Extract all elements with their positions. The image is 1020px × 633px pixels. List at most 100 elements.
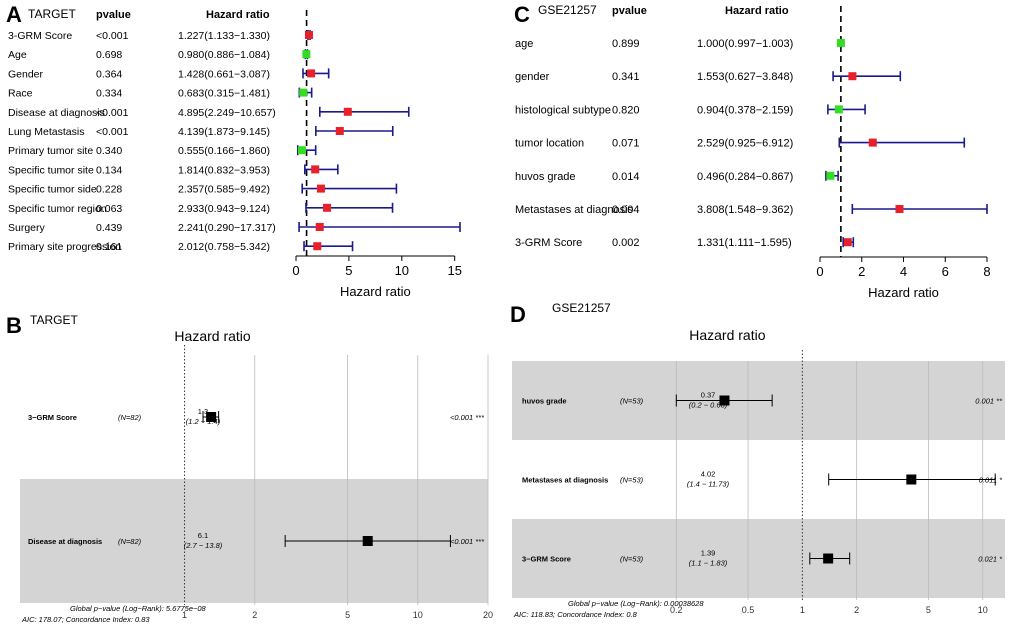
row-pvalue: 0.161	[96, 241, 122, 253]
hr-marker	[906, 474, 917, 485]
row-pvalue: 0.002	[612, 237, 640, 249]
x-tick-label: 5	[345, 263, 352, 278]
row-hr-value: 6.1	[198, 531, 208, 540]
row-pvalue: 0.341	[612, 71, 640, 83]
pvalue-header: pvalue	[96, 9, 131, 21]
row-pvalue: 0.063	[96, 203, 122, 215]
row-pvalue: 0.698	[96, 49, 122, 61]
x-tick-label: 1	[800, 605, 805, 615]
row-label: Primary tumor site	[8, 145, 93, 157]
row-pvalue: 0.439	[96, 222, 122, 234]
row-label: 3−GRM Score	[522, 555, 571, 564]
hr-marker	[302, 50, 311, 59]
row-label: 3-GRM Score	[8, 30, 72, 42]
row-hazard-ratio: 0.555(0.166−1.860)	[178, 145, 270, 157]
row-label: Specific tumor site	[8, 164, 94, 176]
row-hazard-ratio: 4.139(1.873−9.145)	[178, 126, 270, 138]
x-tick-label: 0.2	[670, 605, 683, 615]
row-label: Disease at diagnosis	[28, 537, 102, 546]
row-n: (N=53)	[620, 555, 644, 564]
hazard-ratio-header: Hazard ratio	[206, 9, 270, 21]
row-label: Metastases at diagnosis	[522, 476, 608, 485]
dataset-label: TARGET	[28, 7, 76, 21]
dataset-label: GSE21257	[552, 301, 611, 315]
x-axis-title: Hazard ratio	[868, 285, 939, 300]
row-pvalue: <0.001	[96, 126, 129, 138]
hr-marker	[304, 31, 313, 39]
panel-letter: A	[6, 2, 22, 27]
footer-logrank: Global p−value (Log−Rank): 0.00038628	[568, 599, 704, 608]
panel-letter: C	[514, 2, 530, 27]
row-label: 3−GRM Score	[28, 413, 77, 422]
panel-d: D GSE21257 Hazard ratio 0.2 0.5 1 2 5 10 huvos gr…	[510, 301, 1005, 619]
row-hr-value: 1.39	[701, 549, 716, 558]
x-tick-label: 10	[395, 263, 409, 278]
row-pvalue: 0.014	[612, 171, 640, 183]
row-n: (N=82)	[118, 537, 142, 546]
row-label: huvos grade	[522, 397, 567, 406]
hr-marker	[895, 205, 904, 213]
row-label: huvos grade	[515, 171, 576, 183]
hr-marker	[843, 238, 852, 247]
row-pvalue: 0.134	[96, 164, 122, 176]
x-tick-label: 6	[942, 264, 949, 279]
hr-marker	[343, 107, 352, 116]
row-label: Specific tumor region	[8, 203, 107, 215]
row-hazard-ratio: 1.331(1.111−1.595)	[697, 237, 792, 249]
row-label: 3-GRM Score	[515, 237, 582, 249]
row-n: (N=82)	[118, 413, 142, 422]
row-ci-value: (2.7 − 13.8)	[184, 541, 223, 550]
x-tick-label: 0	[292, 263, 299, 278]
row-hazard-ratio: 2.012(0.758−5.342)	[178, 241, 270, 253]
row-band	[512, 519, 1005, 598]
row-pvalue: 0.340	[96, 145, 122, 157]
x-tick-label: 2	[854, 605, 859, 615]
row-label: gender	[515, 71, 550, 83]
hr-marker	[335, 127, 344, 135]
hr-marker	[206, 412, 217, 422]
x-tick-label: 8	[983, 264, 990, 279]
footer-logrank: Global p−value (Log−Rank): 5.6775e−08	[70, 604, 207, 613]
row-label: Gender	[8, 68, 44, 80]
dataset-label: GSE21257	[538, 3, 597, 17]
hr-marker	[311, 165, 320, 174]
panel-b: B TARGET Hazard ratio 1 2 5 10 20 3−GRM Score (N=…	[6, 313, 493, 624]
hr-marker	[323, 203, 332, 212]
row-ci-value: (0.2 − 0.68)	[689, 401, 728, 410]
row-pvalue: <0.001 ***	[450, 413, 485, 422]
row-label: Specific tumor side	[8, 184, 97, 196]
row-label: Disease at diagnosis	[8, 107, 105, 119]
row-n: (N=53)	[620, 476, 644, 485]
x-tick-label: 10	[978, 605, 988, 615]
x-tick-label: 2	[858, 264, 865, 279]
row-pvalue: 0.228	[96, 184, 122, 196]
panel-letter: B	[6, 313, 22, 338]
footer-aic: AIC: 178.07; Concordance Index: 0.83	[21, 615, 150, 624]
dataset-label: TARGET	[30, 313, 78, 327]
chart-title: Hazard ratio	[174, 328, 250, 344]
row-hr-value: 4.02	[701, 470, 716, 479]
x-tick-label: 2	[252, 610, 257, 620]
x-axis-title: Hazard ratio	[340, 284, 411, 299]
row-label: Race	[8, 88, 33, 100]
row-pvalue: 0.334	[96, 88, 122, 100]
x-tick-label: 4	[900, 264, 907, 279]
x-tick-label: 0	[816, 264, 823, 279]
row-hazard-ratio: 1.227(1.133−1.330)	[178, 30, 270, 42]
x-tick-label: 5	[345, 610, 350, 620]
row-hazard-ratio: 1.000(0.997−1.003)	[697, 38, 793, 50]
row-hazard-ratio: 2.357(0.585−9.492)	[178, 184, 270, 196]
x-tick-label: 10	[413, 610, 423, 620]
hr-marker	[848, 72, 857, 81]
hr-marker	[362, 536, 373, 546]
row-hazard-ratio: 2.241(0.290−17.317)	[178, 222, 276, 234]
pvalue-header: pvalue	[612, 5, 647, 17]
hazard-ratio-header: Hazard ratio	[725, 5, 789, 17]
hr-marker	[316, 184, 325, 193]
hr-marker	[299, 88, 308, 97]
hr-marker	[834, 105, 843, 114]
hr-marker	[297, 146, 306, 155]
row-ci-value: (1.1 − 1.83)	[689, 559, 728, 568]
row-hazard-ratio: 0.683(0.315−1.481)	[178, 88, 270, 100]
